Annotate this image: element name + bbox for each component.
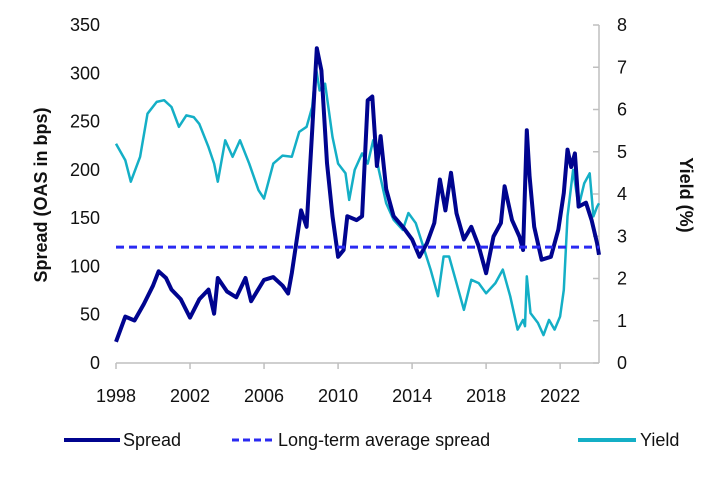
series <box>114 46 601 343</box>
left-tick-label: 300 <box>70 63 100 83</box>
x-tick-label: 2022 <box>540 386 580 406</box>
x-tick-label: 2014 <box>392 386 432 406</box>
tick-labels: 1998 2002 2006 2010 2014 2018 2022050100150200… <box>70 15 627 406</box>
right-tick-label: 7 <box>617 57 627 77</box>
right-tick-label: 0 <box>617 353 627 373</box>
left-tick-label: 350 <box>70 15 100 35</box>
x-tick-label: 2006 <box>244 386 284 406</box>
legend-label-yield: Yield <box>640 430 679 450</box>
left-axis-title: Spread (OAS in bps) <box>31 107 51 282</box>
legend-label-spread: Spread <box>123 430 181 450</box>
right-tick-label: 8 <box>617 15 627 35</box>
right-tick-label: 5 <box>617 142 627 162</box>
right-tick-label: 2 <box>617 269 627 289</box>
left-tick-label: 50 <box>80 305 100 325</box>
right-tick-label: 4 <box>617 184 627 204</box>
x-tick-label: 2010 <box>318 386 358 406</box>
right-tick-label: 1 <box>617 311 627 331</box>
right-tick-label: 6 <box>617 100 627 120</box>
left-tick-label: 250 <box>70 112 100 132</box>
left-tick-label: 100 <box>70 256 100 276</box>
left-tick-label: 200 <box>70 160 100 180</box>
left-tick-label: 150 <box>70 208 100 228</box>
x-tick-label: 1998 <box>96 386 136 406</box>
right-axis-title: Yield (%) <box>676 157 696 232</box>
left-tick-label: 0 <box>90 353 100 373</box>
spread-line <box>114 46 601 343</box>
x-tick-label: 2002 <box>170 386 210 406</box>
x-tick-label: 2018 <box>466 386 506 406</box>
legend-label-average: Long-term average spread <box>278 430 490 450</box>
legend: Spread Long-term average spread Yield <box>64 430 679 450</box>
right-tick-label: 3 <box>617 226 627 246</box>
